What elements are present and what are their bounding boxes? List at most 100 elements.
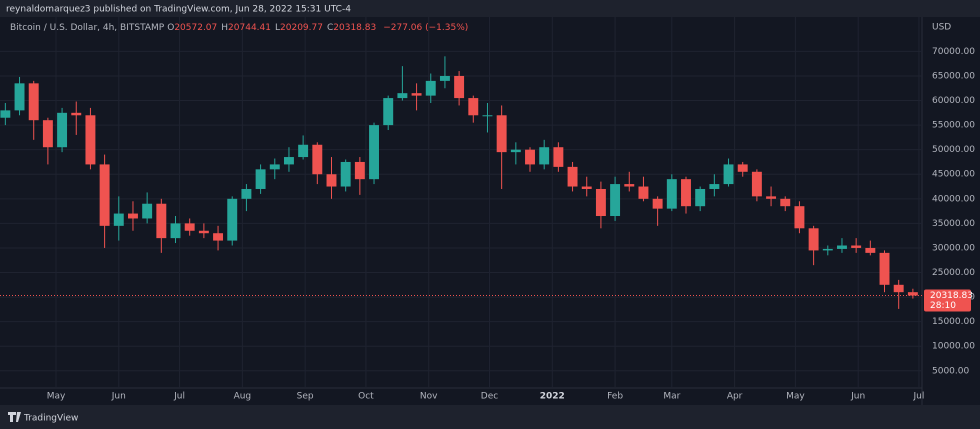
- y-tick-label: 65000.00: [932, 71, 975, 81]
- candle-body: [865, 247, 876, 253]
- candle-body: [581, 186, 592, 189]
- last-price-box: [924, 289, 971, 312]
- x-tick-label: May: [47, 392, 66, 402]
- symbol: Bitcoin / U.S. Dollar, 4h, BITSTAMP: [10, 23, 165, 33]
- candle-body: [794, 206, 805, 229]
- candle-body: [539, 147, 550, 165]
- candle-body: [71, 112, 82, 116]
- candle-body: [439, 75, 450, 81]
- brand: TradingView: [23, 414, 78, 424]
- y-tick-label: 40000.00: [932, 194, 975, 204]
- candle-body: [42, 120, 53, 148]
- ohlc-label: O: [167, 23, 175, 33]
- candle-body: [822, 248, 833, 251]
- ohlc: O20572.07 H20744.41 L20209.77 C20318.83: [167, 23, 380, 33]
- candle-body: [57, 112, 68, 148]
- candle-body: [638, 186, 649, 199]
- x-tick-label: Oct: [358, 392, 374, 402]
- candle-body: [510, 149, 521, 153]
- y-tick-label: 25000.00: [932, 268, 975, 278]
- x-tick-label: Dec: [481, 392, 498, 402]
- y-tick-label: 45000.00: [932, 170, 975, 180]
- candle-body: [241, 188, 252, 199]
- ohlc-label: H: [221, 23, 229, 33]
- candle-body: [397, 93, 408, 99]
- y-tick-label: 50000.00: [932, 145, 975, 155]
- candle-body: [156, 203, 167, 239]
- x-tick-label: Jun: [111, 392, 126, 402]
- candle-body: [525, 149, 535, 165]
- ohlc-value: 20572.07: [174, 23, 218, 33]
- y-tick-label: 55000.00: [932, 121, 975, 131]
- candle-body: [879, 252, 890, 285]
- candle-body: [128, 213, 138, 219]
- candle-body: [496, 115, 507, 153]
- x-tick-label: Aug: [234, 392, 252, 402]
- y-tick-label: 15000.00: [932, 317, 975, 327]
- logo: [8, 412, 21, 422]
- x-tick-label: Sep: [297, 392, 314, 402]
- candle-body: [213, 233, 224, 241]
- candle-body: [340, 161, 351, 187]
- x-tick-label: Feb: [607, 392, 623, 402]
- y-tick-label: 35000.00: [932, 219, 975, 229]
- candle-body: [113, 213, 124, 226]
- change: −277.06 (−1.35%): [383, 23, 469, 33]
- x-tick-label: Nov: [420, 392, 438, 402]
- last-price-label: 20318.83: [930, 291, 973, 301]
- candle-body: [666, 179, 677, 209]
- candle-body: [326, 174, 337, 187]
- x-tick-label: Jul: [913, 392, 925, 402]
- candle-body: [681, 179, 691, 207]
- candle-body: [283, 157, 294, 165]
- x-tick-label: Mar: [663, 392, 680, 402]
- candle-body: [184, 223, 195, 231]
- candle-body: [751, 171, 762, 197]
- y-tick-label: 70000.00: [932, 47, 975, 57]
- candle-body: [766, 196, 777, 199]
- candle-body: [255, 169, 266, 189]
- legend: Bitcoin / U.S. Dollar, 4h, BITSTAMP O205…: [10, 23, 468, 33]
- header-bar: [0, 0, 980, 17]
- candle-body: [269, 164, 280, 170]
- candle-body: [610, 184, 621, 217]
- candle-body: [369, 125, 379, 180]
- ohlc-value: 20209.77: [280, 23, 323, 33]
- candle-body: [695, 188, 706, 207]
- x-tick-label: May: [786, 392, 805, 402]
- candle-body: [312, 144, 323, 175]
- candle-body: [709, 184, 720, 189]
- y-tick-label: 5000.00: [932, 366, 969, 376]
- candle-body: [837, 245, 847, 249]
- candle-body: [808, 228, 819, 251]
- candle-body: [411, 93, 422, 96]
- x-tick-label: Jul: [173, 392, 185, 402]
- candle-body: [14, 83, 25, 111]
- candle-body: [0, 110, 11, 118]
- candle-body: [468, 98, 479, 116]
- candle-body: [893, 284, 904, 293]
- candle-body: [737, 164, 748, 172]
- candle-body: [723, 164, 734, 185]
- candle-body: [170, 223, 181, 239]
- candle-body: [624, 184, 635, 187]
- y-tick-label: 10000.00: [932, 342, 975, 352]
- candle-body: [142, 203, 153, 219]
- countdown: 28:10: [930, 301, 956, 311]
- candle-body: [454, 75, 465, 99]
- candle-body: [354, 161, 365, 180]
- candle-body: [298, 144, 309, 158]
- ohlc-value: 20318.83: [333, 23, 377, 33]
- candle-body: [567, 166, 578, 187]
- x-tick-label: 2022: [540, 392, 565, 402]
- candle-body: [383, 98, 394, 126]
- candle-body: [595, 188, 606, 217]
- candle-body: [99, 164, 110, 226]
- candle-body: [907, 292, 918, 296]
- x-tick-label: Jun: [850, 392, 865, 402]
- y-tick-label: 60000.00: [932, 96, 975, 106]
- candle-body: [28, 83, 39, 121]
- candle-body: [780, 198, 791, 207]
